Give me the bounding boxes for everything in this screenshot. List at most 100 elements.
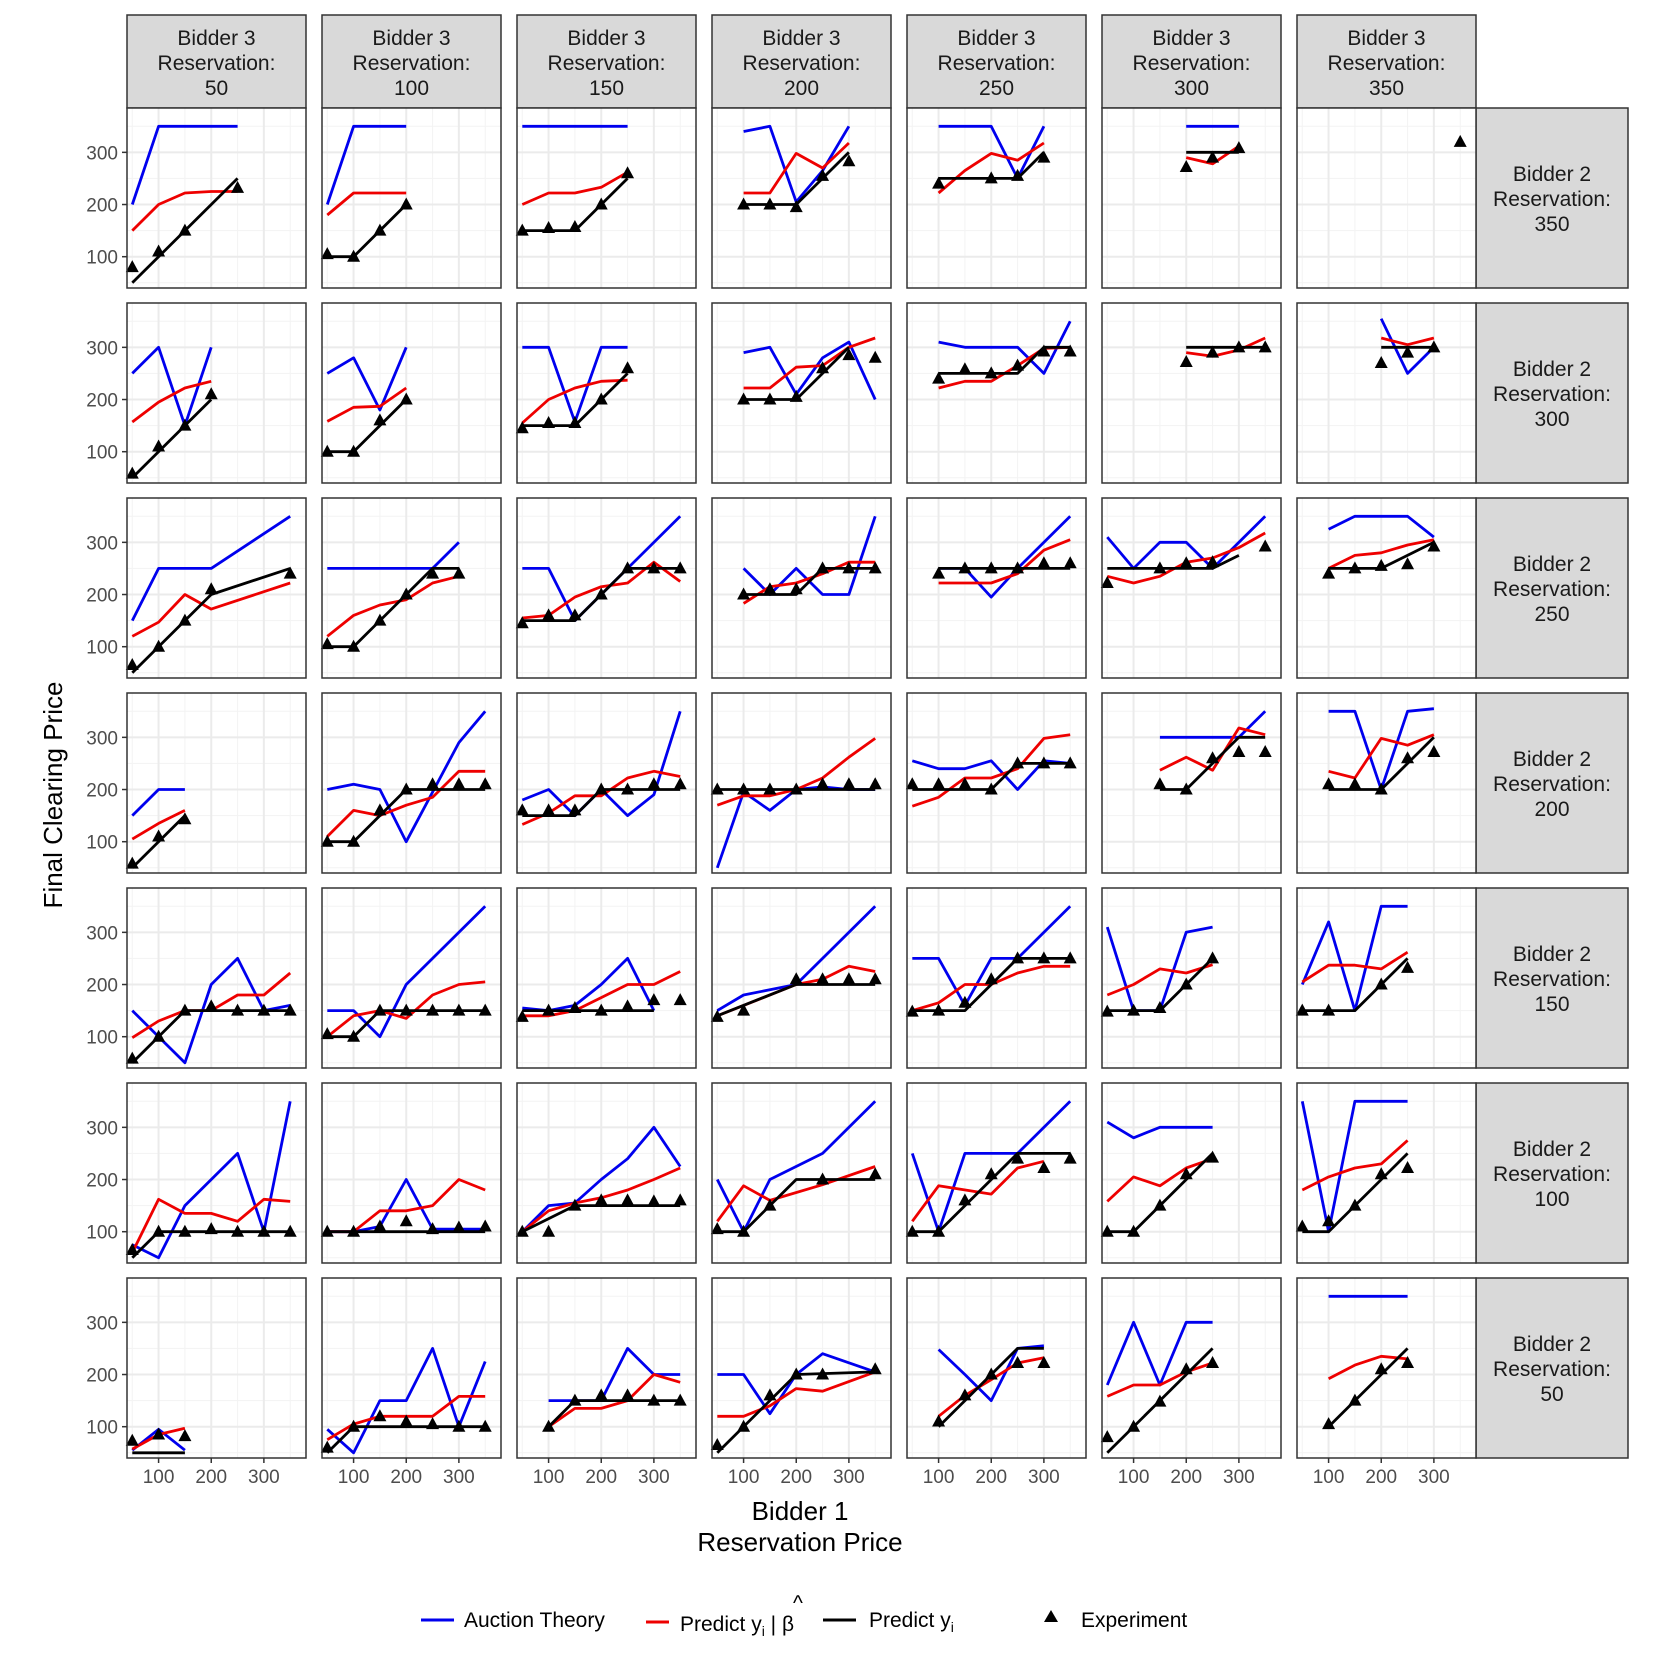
legend: Auction Theory Predict yi | β ^ Predict … bbox=[421, 1592, 1187, 1639]
y-tick-label: 200 bbox=[86, 1366, 118, 1387]
panel-border bbox=[906, 1082, 1087, 1264]
x-tick-label: 100 bbox=[728, 1467, 760, 1488]
theory-line bbox=[1300, 1099, 1408, 1234]
experiment-point bbox=[710, 1222, 724, 1235]
column-strip-text: 300 bbox=[1174, 77, 1209, 100]
experiment-point bbox=[1322, 1214, 1336, 1227]
experiment-point bbox=[231, 1003, 245, 1016]
panel-border bbox=[516, 497, 697, 679]
panel-border bbox=[1101, 107, 1282, 289]
experiment-point bbox=[478, 777, 492, 790]
experiment-point bbox=[958, 362, 972, 375]
experiment-point bbox=[594, 197, 608, 210]
experiment-point bbox=[737, 197, 751, 210]
experiment-point bbox=[1206, 555, 1220, 568]
experiment-point bbox=[789, 389, 803, 402]
predict-line bbox=[1107, 554, 1240, 570]
experiment-point bbox=[737, 392, 751, 405]
row-strip-text: 50 bbox=[1540, 1383, 1563, 1406]
experiment-point bbox=[257, 1003, 271, 1016]
panel-r4-c4 bbox=[905, 887, 1087, 1069]
experiment-point bbox=[932, 1414, 946, 1427]
experiment-point bbox=[283, 566, 297, 579]
experiment-point bbox=[673, 777, 687, 790]
experiment-point bbox=[763, 1388, 777, 1401]
experiment-point bbox=[178, 418, 192, 431]
legend-subscript-beta: i bbox=[762, 1623, 765, 1639]
experiment-point bbox=[621, 1388, 635, 1401]
predict-beta-line bbox=[326, 574, 460, 638]
panel-r0-c6 bbox=[1296, 107, 1477, 289]
experiment-point bbox=[984, 782, 998, 795]
panel-border bbox=[906, 692, 1087, 874]
experiment-point bbox=[932, 566, 946, 579]
y-tick-label: 300 bbox=[86, 143, 118, 164]
experiment-point bbox=[1037, 556, 1051, 569]
y-tick-label: 300 bbox=[86, 1313, 118, 1334]
predict-line bbox=[327, 788, 486, 844]
experiment-point bbox=[1374, 977, 1388, 990]
panel-border bbox=[1296, 1082, 1477, 1264]
experiment-point bbox=[452, 566, 466, 579]
panel-border bbox=[516, 302, 697, 484]
column-strip-text: Bidder 3 bbox=[957, 27, 1035, 50]
experiment-point bbox=[426, 1222, 440, 1235]
experiment-point bbox=[373, 223, 387, 236]
panel-border bbox=[126, 497, 307, 679]
panel-r0-c3 bbox=[711, 107, 892, 289]
panel-border bbox=[906, 887, 1087, 1069]
predict-beta-line bbox=[1301, 951, 1409, 984]
experiment-point bbox=[399, 782, 413, 795]
experiment-point bbox=[1348, 1198, 1362, 1211]
predict-beta-line bbox=[743, 336, 876, 390]
experiment-point bbox=[1063, 756, 1077, 769]
panel-r4-c2 bbox=[515, 887, 697, 1069]
experiment-point bbox=[152, 1224, 166, 1237]
predict-beta-line bbox=[911, 733, 1071, 808]
column-strip-text: Reservation: bbox=[548, 52, 666, 75]
experiment-point bbox=[542, 221, 556, 233]
experiment-point bbox=[710, 1009, 724, 1022]
experiment-point bbox=[1037, 150, 1051, 163]
panel-r2-c4 bbox=[906, 497, 1087, 679]
experiment-point bbox=[1374, 356, 1388, 368]
x-tick-label: 100 bbox=[923, 1467, 955, 1488]
experiment-point bbox=[868, 777, 882, 790]
experiment-point bbox=[347, 1419, 361, 1432]
experiment-point bbox=[1453, 134, 1467, 147]
experiment-point bbox=[1037, 344, 1051, 357]
experiment-point bbox=[621, 561, 635, 574]
panel-r1-c6 bbox=[1296, 302, 1477, 484]
experiment-point bbox=[1258, 340, 1272, 353]
panel-r4-c3 bbox=[710, 887, 892, 1069]
experiment-point bbox=[1063, 1151, 1077, 1164]
experiment-point bbox=[958, 995, 972, 1008]
experiment-point bbox=[257, 1224, 271, 1237]
experiment-point bbox=[763, 1198, 777, 1211]
experiment-point bbox=[647, 1194, 661, 1207]
predict-beta-line bbox=[937, 1356, 1045, 1418]
predict-beta-line bbox=[326, 386, 407, 423]
experiment-point bbox=[399, 1003, 413, 1016]
experiment-point bbox=[984, 171, 998, 184]
panel-r3-c0 bbox=[125, 692, 307, 874]
row-strip-text: Reservation: bbox=[1493, 578, 1611, 601]
predict-line bbox=[1327, 1347, 1409, 1428]
experiment-point bbox=[1206, 345, 1220, 358]
panel-r6-c5 bbox=[1100, 1277, 1282, 1459]
experiment-point bbox=[426, 777, 440, 790]
column-strip-0 bbox=[126, 14, 307, 109]
x-tick-label: 300 bbox=[1418, 1467, 1450, 1488]
experiment-point bbox=[515, 1224, 529, 1237]
x-tick-label: 200 bbox=[1170, 1467, 1202, 1488]
row-strip-text: Reservation: bbox=[1493, 1163, 1611, 1186]
panel-border bbox=[1101, 692, 1282, 874]
theory-line bbox=[743, 340, 877, 401]
panel-r0-c4 bbox=[906, 107, 1087, 289]
experiment-point bbox=[1100, 576, 1114, 589]
experiment-point bbox=[816, 561, 830, 574]
experiment-point bbox=[594, 1193, 608, 1206]
experiment-point bbox=[568, 219, 582, 232]
experiment-point bbox=[1037, 1356, 1051, 1369]
